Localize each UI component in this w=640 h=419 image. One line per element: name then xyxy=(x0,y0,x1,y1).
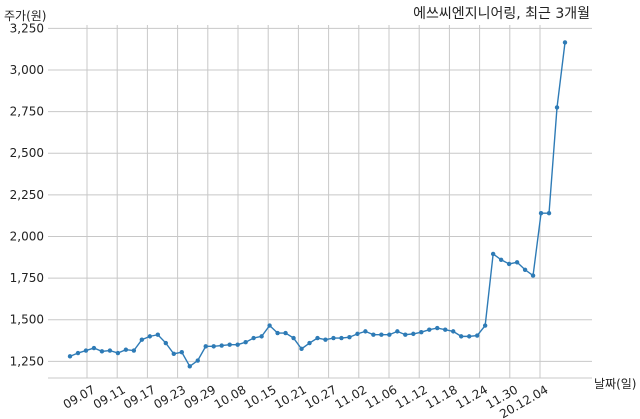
data-point xyxy=(243,340,248,345)
data-point xyxy=(347,335,352,340)
x-tick-label: 10.08 xyxy=(212,382,249,411)
data-point xyxy=(355,331,360,337)
data-point xyxy=(538,210,544,216)
chart-title: 에쓰씨엔지니어링, 최근 3개월 xyxy=(413,6,590,22)
data-point xyxy=(171,351,176,357)
data-point xyxy=(554,105,560,110)
data-point xyxy=(139,337,145,342)
data-point xyxy=(235,342,240,347)
data-point xyxy=(107,348,113,353)
data-point xyxy=(379,332,384,337)
data-point xyxy=(315,335,320,341)
data-point xyxy=(291,335,296,341)
x-tick-label: 11.24 xyxy=(453,382,490,411)
data-point xyxy=(283,330,288,336)
data-point xyxy=(219,343,224,348)
data-point xyxy=(131,348,137,353)
y-tick-label: 1,500 xyxy=(10,313,44,327)
x-axis-title: 날짜(일) xyxy=(594,377,636,391)
data-point xyxy=(83,348,89,353)
x-tick-label: 11.06 xyxy=(363,382,400,411)
data-point xyxy=(514,260,520,265)
data-point xyxy=(187,364,192,369)
y-tick-label: 2,250 xyxy=(10,188,44,202)
data-point xyxy=(307,340,312,346)
data-point xyxy=(179,349,184,355)
data-point xyxy=(530,273,536,278)
data-point xyxy=(147,334,153,339)
data-point xyxy=(299,346,304,352)
data-point xyxy=(506,261,512,267)
x-tick-label: 09.11 xyxy=(91,382,128,411)
data-point xyxy=(91,345,97,351)
y-tick-label: 3,000 xyxy=(10,63,44,77)
x-tick-label: 09.17 xyxy=(121,382,158,411)
data-point xyxy=(251,335,256,341)
data-point xyxy=(75,350,81,356)
x-tick-label: 09.29 xyxy=(182,382,219,411)
data-point xyxy=(562,40,568,45)
data-point xyxy=(115,350,121,356)
data-point xyxy=(419,330,424,335)
data-point xyxy=(403,332,408,337)
series-line xyxy=(69,42,566,368)
grid-lines xyxy=(48,25,592,379)
data-point xyxy=(443,327,448,332)
data-point xyxy=(99,349,105,354)
y-tick-label: 1,250 xyxy=(10,354,44,368)
data-point xyxy=(482,323,488,328)
x-tick-label: 10.27 xyxy=(302,382,339,411)
x-tick-label: 09.07 xyxy=(61,382,98,411)
data-point xyxy=(339,335,344,341)
data-point xyxy=(387,332,392,337)
x-tick-label: 10.21 xyxy=(272,382,309,411)
data-point xyxy=(451,329,456,334)
data-point xyxy=(267,323,272,328)
data-point xyxy=(522,267,528,272)
data-point xyxy=(466,334,472,339)
data-point xyxy=(546,210,552,216)
data-point xyxy=(435,325,440,331)
y-tick-label: 1,750 xyxy=(10,271,44,285)
data-point xyxy=(371,332,376,337)
data-point xyxy=(490,251,496,257)
y-tick-label: 2,750 xyxy=(10,105,44,119)
data-point xyxy=(363,329,368,334)
data-point xyxy=(275,330,280,336)
data-point xyxy=(123,347,129,352)
data-point xyxy=(67,354,73,359)
y-tick-label: 3,250 xyxy=(10,21,44,35)
data-point xyxy=(227,342,232,347)
y-tick-label: 2,500 xyxy=(10,146,44,160)
data-point xyxy=(411,331,416,337)
data-point xyxy=(427,327,432,332)
data-point xyxy=(331,335,336,341)
data-point xyxy=(211,344,216,349)
data-point xyxy=(498,257,504,262)
y-tick-label: 2,000 xyxy=(10,229,44,243)
x-tick-label: 11.02 xyxy=(333,382,370,411)
data-point xyxy=(474,333,480,338)
x-tick-label: 10.15 xyxy=(242,382,279,411)
x-tick-label: 11.18 xyxy=(423,382,460,411)
data-point xyxy=(163,340,169,346)
data-point xyxy=(259,334,264,339)
data-point xyxy=(155,332,161,337)
data-point xyxy=(203,344,208,349)
y-axis: 1,250 1,500 1,750 2,000 2,250 2,500 2,750 3,000… xyxy=(10,21,44,368)
price-series xyxy=(67,40,568,369)
x-tick-label: 09.23 xyxy=(151,382,188,411)
data-point xyxy=(323,337,328,342)
x-tick-label: 11.12 xyxy=(393,382,430,411)
x-axis: 09.0709.1109.1709.2309.2910.0810.1510.21… xyxy=(61,382,551,419)
y-axis-title: 주가(원) xyxy=(4,9,46,23)
data-point xyxy=(395,329,400,334)
data-point xyxy=(195,358,200,363)
data-point xyxy=(459,334,464,339)
